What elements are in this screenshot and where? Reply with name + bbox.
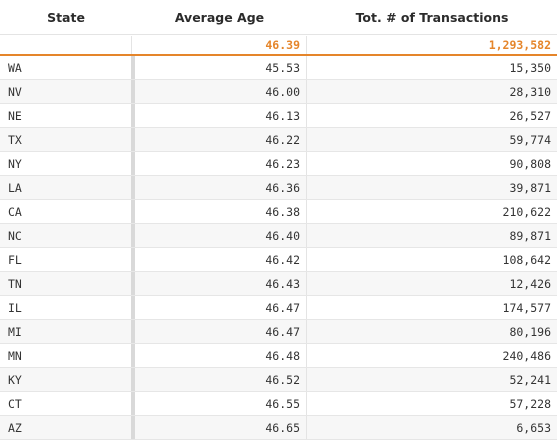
- state-cell: CA: [0, 200, 135, 223]
- transactions-cell: 89,871: [509, 228, 551, 243]
- transactions-cell: 210,622: [502, 204, 551, 219]
- table-row[interactable]: MI 46.47 80,196: [0, 320, 557, 344]
- table-row[interactable]: CA 46.38 210,622: [0, 200, 557, 224]
- transactions-cell: 57,228: [509, 396, 551, 411]
- table-row[interactable]: AZ 46.65 6,653: [0, 416, 557, 440]
- transactions-cell: 80,196: [509, 324, 551, 339]
- transactions-cell: 174,577: [502, 300, 551, 315]
- table-body: WA 45.53 15,350 NV 46.00 28,310 NE 46.13 26,527 T…: [0, 56, 557, 440]
- column-header-average-age[interactable]: Average Age: [174, 9, 265, 25]
- totals-average-age: 46.39: [132, 36, 307, 54]
- state-cell: LA: [0, 176, 135, 199]
- state-cell: NV: [0, 80, 135, 103]
- average-age-cell: 46.38: [135, 200, 307, 223]
- average-age-cell: 46.55: [135, 392, 307, 415]
- column-header-state[interactable]: State: [47, 9, 85, 25]
- table-row[interactable]: LA 46.36 39,871: [0, 176, 557, 200]
- transactions-cell: 108,642: [502, 252, 551, 267]
- table-row[interactable]: NV 46.00 28,310: [0, 80, 557, 104]
- transactions-cell: 12,426: [509, 276, 551, 291]
- state-cell: TX: [0, 128, 135, 151]
- transactions-cell: 6,653: [516, 420, 551, 435]
- transactions-cell: 26,527: [509, 108, 551, 123]
- state-cell: IL: [0, 296, 135, 319]
- average-age-cell: 46.42: [135, 248, 307, 271]
- table-row[interactable]: MN 46.48 240,486: [0, 344, 557, 368]
- average-age-cell: 46.40: [135, 224, 307, 247]
- average-age-cell: 46.47: [135, 320, 307, 343]
- table-row[interactable]: NE 46.13 26,527: [0, 104, 557, 128]
- state-cell: FL: [0, 248, 135, 271]
- average-age-cell: 46.47: [135, 296, 307, 319]
- average-age-cell: 46.43: [135, 272, 307, 295]
- table-row[interactable]: CT 46.55 57,228: [0, 392, 557, 416]
- state-cell: NE: [0, 104, 135, 127]
- state-cell: MN: [0, 344, 135, 367]
- transactions-cell: 39,871: [509, 180, 551, 195]
- table-row[interactable]: FL 46.42 108,642: [0, 248, 557, 272]
- average-age-cell: 45.53: [135, 56, 307, 79]
- average-age-cell: 46.65: [135, 416, 307, 439]
- table-row[interactable]: IL 46.47 174,577: [0, 296, 557, 320]
- state-cell: NC: [0, 224, 135, 247]
- state-cell: AZ: [0, 416, 135, 439]
- state-cell: WA: [0, 56, 135, 79]
- table-row[interactable]: NC 46.40 89,871: [0, 224, 557, 248]
- state-cell: KY: [0, 368, 135, 391]
- state-cell: NY: [0, 152, 135, 175]
- transactions-cell: 59,774: [509, 132, 551, 147]
- column-header-transactions[interactable]: Tot. # of Transactions: [355, 9, 509, 25]
- table-row[interactable]: NY 46.23 90,808: [0, 152, 557, 176]
- average-age-cell: 46.00: [135, 80, 307, 103]
- table-row[interactable]: WA 45.53 15,350: [0, 56, 557, 80]
- totals-row: 46.39 1,293,582: [0, 35, 557, 56]
- table-row[interactable]: TX 46.22 59,774: [0, 128, 557, 152]
- average-age-cell: 46.13: [135, 104, 307, 127]
- transactions-cell: 90,808: [509, 156, 551, 171]
- average-age-cell: 46.22: [135, 128, 307, 151]
- average-age-cell: 46.23: [135, 152, 307, 175]
- state-cell: MI: [0, 320, 135, 343]
- transactions-cell: 15,350: [509, 60, 551, 75]
- transactions-cell: 52,241: [509, 372, 551, 387]
- transactions-cell: 28,310: [509, 84, 551, 99]
- table-row[interactable]: KY 46.52 52,241: [0, 368, 557, 392]
- transactions-cell: 240,486: [502, 348, 551, 363]
- totals-state-cell: [0, 36, 132, 54]
- average-age-cell: 46.48: [135, 344, 307, 367]
- average-age-cell: 46.36: [135, 176, 307, 199]
- average-age-cell: 46.52: [135, 368, 307, 391]
- table-row[interactable]: TN 46.43 12,426: [0, 272, 557, 296]
- state-cell: TN: [0, 272, 135, 295]
- table-header: State Average Age Tot. # of Transactions: [0, 0, 557, 35]
- state-cell: CT: [0, 392, 135, 415]
- totals-transactions: 1,293,582: [488, 38, 551, 52]
